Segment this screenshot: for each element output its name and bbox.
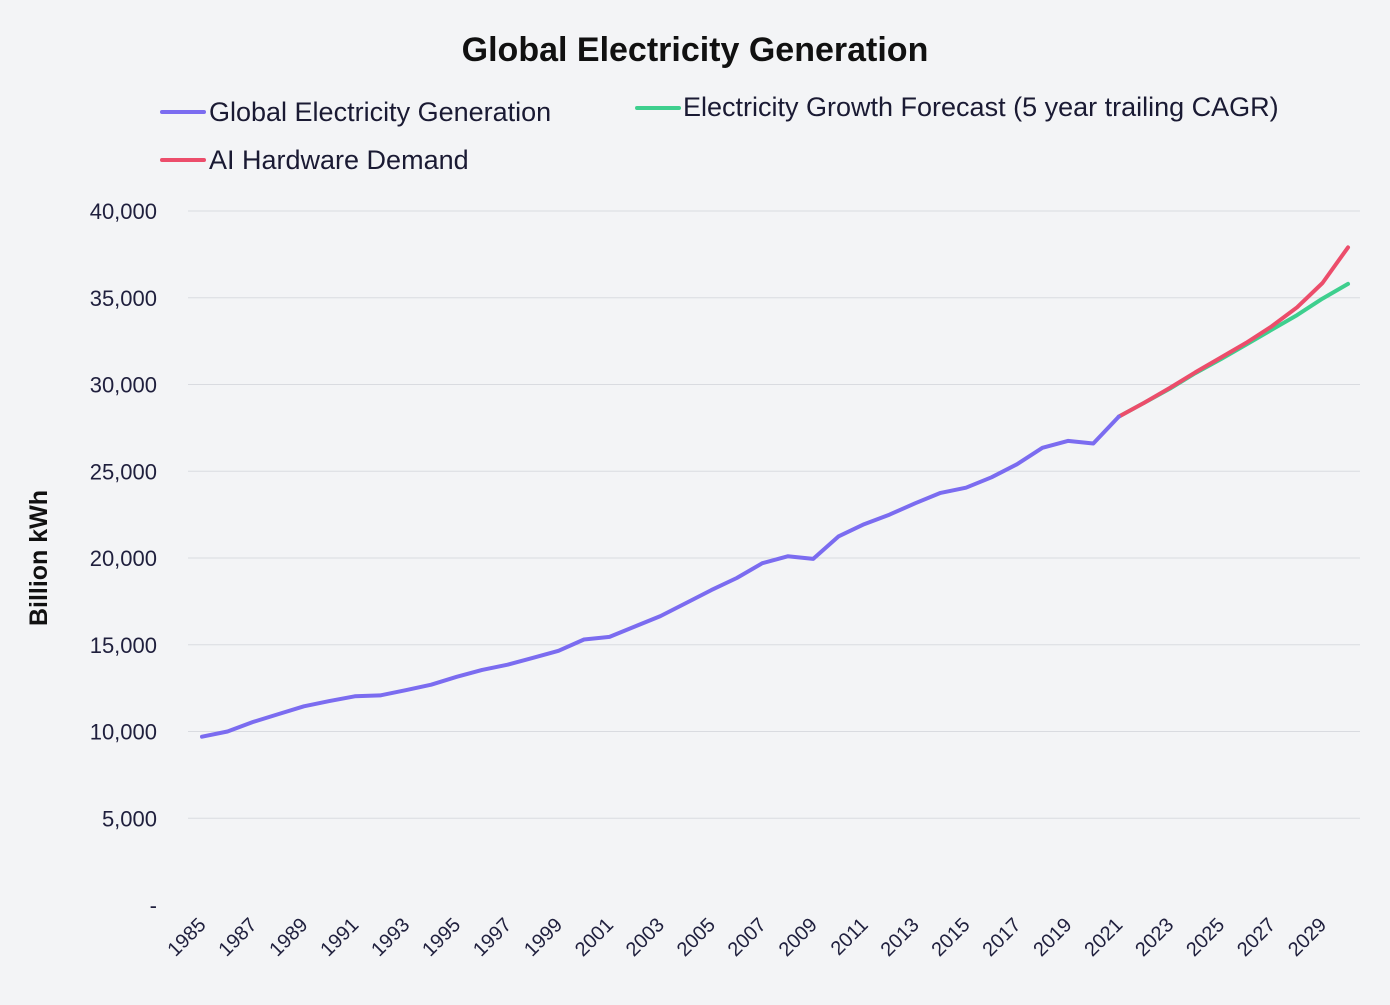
x-tick-label: 2001	[571, 914, 618, 961]
legend-label-forecast: Electricity Growth Forecast (5 year trai…	[683, 92, 1279, 122]
y-tick-label: 20,000	[90, 546, 157, 571]
y-tick-label: 5,000	[102, 806, 157, 831]
chart-title: Global Electricity Generation	[462, 31, 929, 69]
series-line-ai-demand	[1116, 245, 1350, 419]
x-tick-label: 2003	[622, 914, 669, 961]
x-tick-label: 1989	[265, 914, 312, 961]
y-axis-label: Billion kWh	[25, 490, 53, 626]
x-tick-label: 1987	[214, 914, 261, 961]
x-tick-label: 2007	[724, 914, 771, 961]
series-lines	[200, 245, 1350, 739]
x-tick-label: 2005	[673, 914, 720, 961]
x-tick-label: 1985	[164, 914, 211, 961]
x-tick-label: 2025	[1182, 914, 1229, 961]
y-tick-label: 35,000	[90, 286, 157, 311]
x-tick-label: 2011	[827, 914, 873, 960]
y-axis-ticks: - 5,000 10,000 15,000 20,000 25,000 30,000 35,0…	[90, 199, 157, 918]
y-tick-label: 30,000	[90, 373, 157, 398]
y-tick-label: 10,000	[90, 720, 157, 745]
x-tick-label: 2027	[1233, 914, 1280, 961]
legend: Global Electricity Generation Electricit…	[160, 92, 1279, 175]
x-tick-label: 1999	[520, 914, 567, 961]
x-tick-label: 2029	[1284, 914, 1331, 961]
x-tick-label: 2017	[978, 914, 1025, 961]
y-tick-label: 40,000	[90, 199, 157, 224]
series-line-generation	[200, 414, 1121, 739]
x-tick-label: 2009	[775, 914, 822, 961]
legend-label-generation: Global Electricity Generation	[209, 97, 551, 127]
x-tick-label: 1997	[469, 914, 516, 961]
x-tick-label: 2013	[877, 914, 924, 961]
x-tick-label: 1995	[418, 914, 465, 961]
x-tick-label: 2021	[1080, 914, 1127, 961]
x-tick-label: 2023	[1131, 914, 1178, 961]
y-tick-label: -	[150, 893, 157, 918]
x-tick-label: 1991	[316, 914, 363, 961]
x-tick-label: 1993	[367, 914, 414, 961]
x-axis-ticks: 1985 1987 1989 1991 1993 1995 1997 1999 2001 2003…	[164, 914, 1332, 961]
legend-label-ai-demand: AI Hardware Demand	[209, 145, 469, 175]
x-tick-label: 2019	[1029, 914, 1076, 961]
gridlines	[188, 210, 1360, 819]
x-tick-label: 2015	[928, 914, 975, 961]
y-tick-label: 15,000	[90, 633, 157, 658]
y-tick-label: 25,000	[90, 459, 157, 484]
